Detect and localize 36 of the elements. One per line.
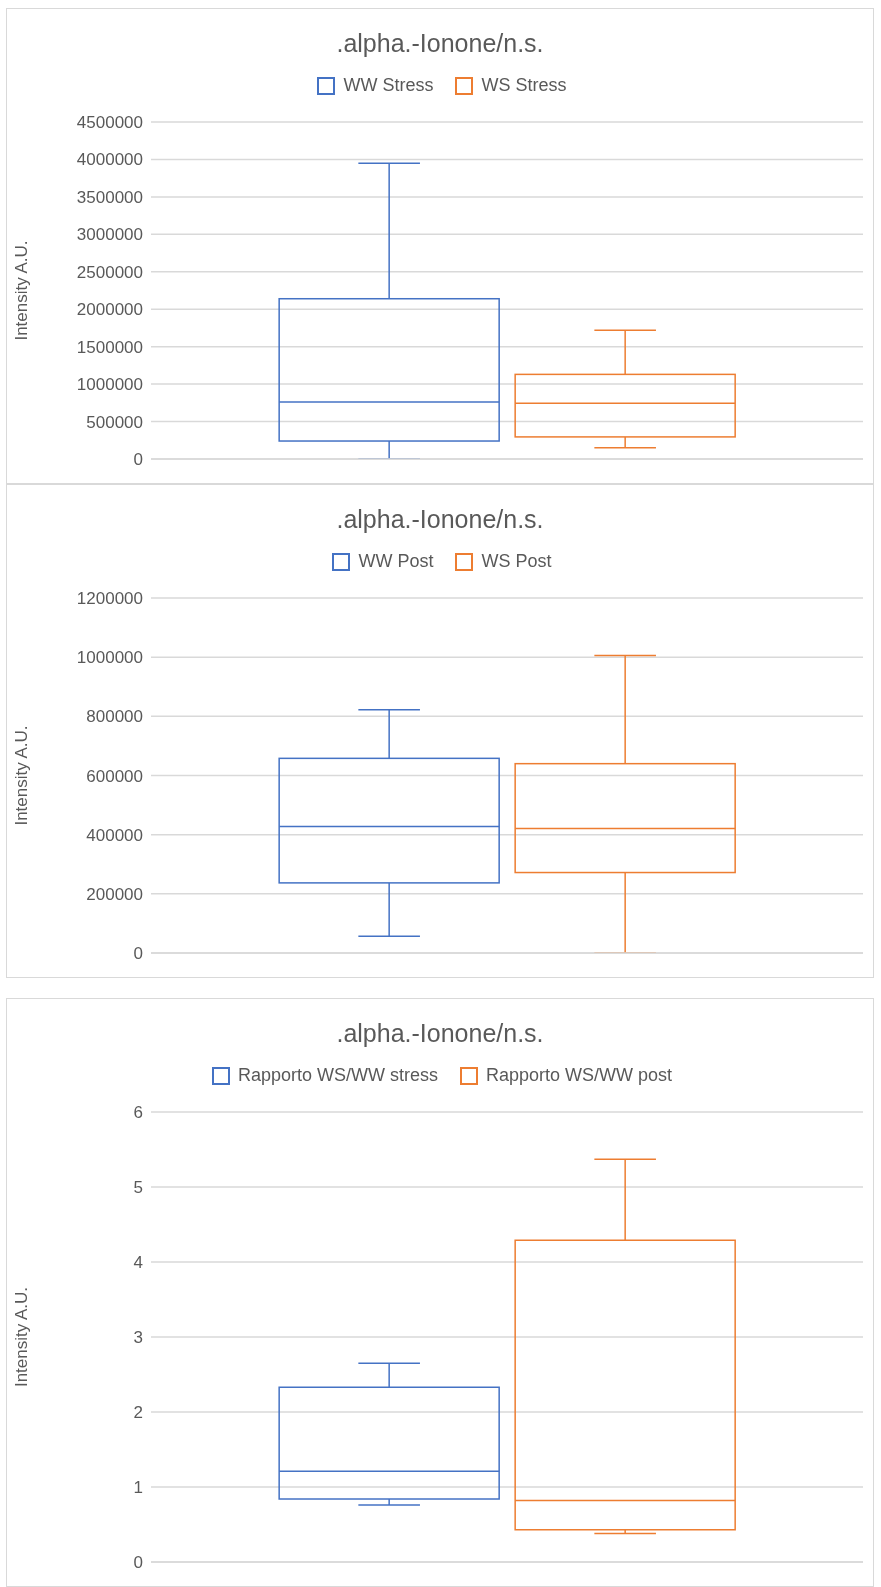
legend-label: WW Stress (342, 75, 434, 96)
y-tick-label: 4500000 (76, 113, 143, 133)
y-axis-title: Intensity A.U. (12, 725, 32, 826)
y-tick-label: 500000 (86, 412, 143, 432)
legend-label: WS Post (480, 551, 552, 572)
y-tick-label: 3500000 (76, 187, 143, 207)
y-axis-title: Intensity A.U. (12, 240, 32, 341)
y-tick-label: 800000 (86, 707, 143, 727)
y-tick-label: 0 (133, 944, 143, 964)
y-tick-label: 1500000 (76, 337, 143, 357)
y-tick-label: 6 (133, 1103, 143, 1123)
y-tick-label: 200000 (86, 884, 143, 904)
legend-label: WS Stress (480, 75, 567, 96)
y-tick-label: 3000000 (76, 225, 143, 245)
y-tick-label: 0 (133, 1553, 143, 1573)
y-tick-label: 0 (133, 450, 143, 470)
chart-title: .alpha.-Ionone/n.s. (335, 28, 545, 59)
chart-title: .alpha.-Ionone/n.s. (335, 1018, 545, 1049)
y-tick-label: 400000 (86, 825, 143, 845)
legend-label: Rapporto WS/WW post (485, 1065, 673, 1086)
y-tick-label: 1 (133, 1478, 143, 1498)
legend-label: WW Post (357, 551, 434, 572)
y-tick-label: 4 (133, 1253, 143, 1273)
legend-label: Rapporto WS/WW stress (236, 1065, 438, 1086)
y-tick-label: 4000000 (76, 150, 143, 170)
y-tick-label: 1000000 (76, 648, 143, 668)
y-tick-label: 1200000 (76, 589, 143, 609)
y-tick-label: 600000 (86, 766, 143, 786)
y-tick-label: 2500000 (76, 262, 143, 282)
y-tick-label: 1000000 (76, 375, 143, 395)
y-tick-label: 2000000 (76, 300, 143, 320)
y-tick-label: 5 (133, 1178, 143, 1198)
y-tick-label: 2 (133, 1403, 143, 1423)
chart-title: .alpha.-Ionone/n.s. (335, 504, 545, 535)
y-tick-label: 3 (133, 1328, 143, 1348)
y-axis-title: Intensity A.U. (12, 1286, 32, 1388)
